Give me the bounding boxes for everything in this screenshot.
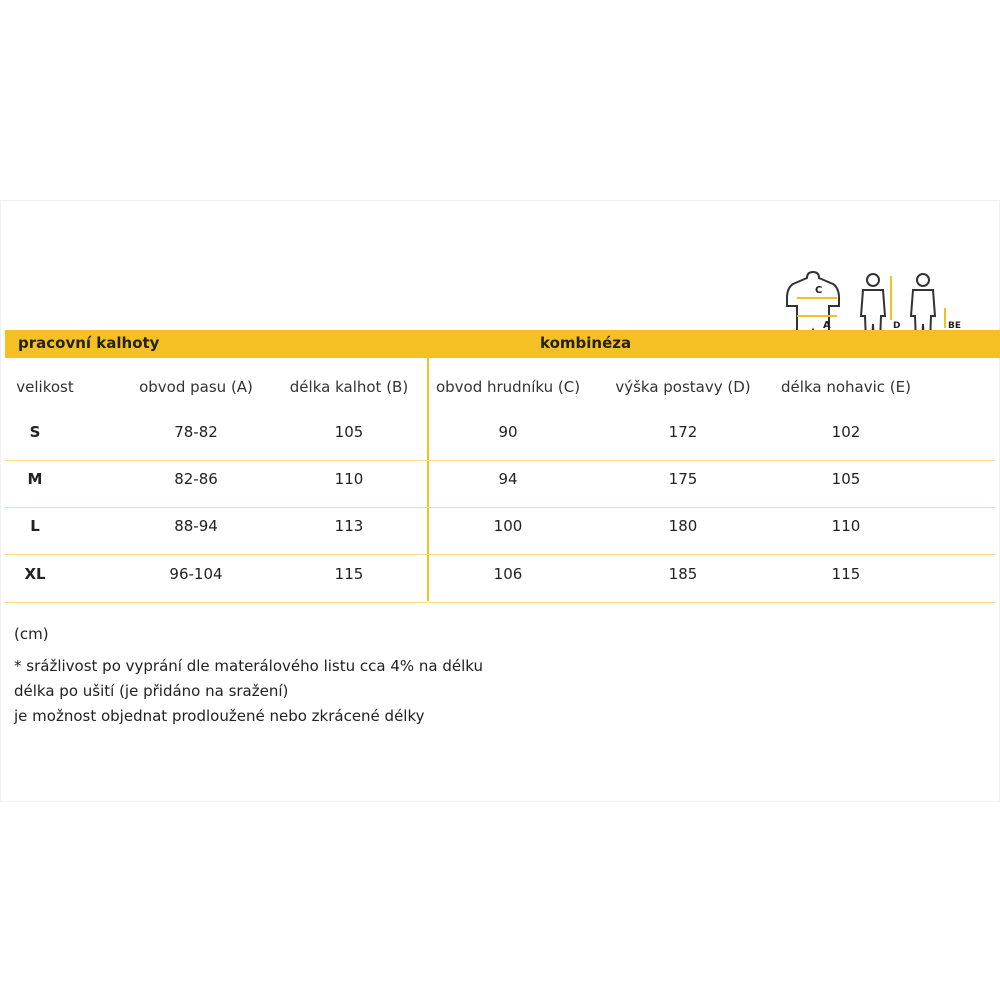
size-label: L xyxy=(30,517,40,535)
label-c: C xyxy=(815,285,822,296)
table-cell: 110 xyxy=(334,470,364,488)
column-header: výška postavy (D) xyxy=(615,378,751,396)
column-header: obvod hrudníku (C) xyxy=(435,378,581,396)
body-measurement-diagram: C A D BE xyxy=(786,270,961,343)
column-header: velikost xyxy=(16,378,74,396)
table-cell: 185 xyxy=(668,565,698,583)
label-d: D xyxy=(893,321,900,331)
unit-note: (cm) xyxy=(14,625,49,643)
table-cell: 172 xyxy=(668,423,698,441)
table-cell: 102 xyxy=(831,423,861,441)
table-cell: 82-86 xyxy=(174,470,218,488)
table-cell: 115 xyxy=(334,565,364,583)
table-cell: 90 xyxy=(498,423,518,441)
table-cell: 105 xyxy=(334,423,364,441)
note-line-2: délka po ušití (je přidáno na sražení) xyxy=(14,682,289,700)
table-cell: 175 xyxy=(668,470,698,488)
row-divider xyxy=(5,507,995,508)
table-cell: 88-94 xyxy=(174,517,218,535)
column-divider xyxy=(427,358,429,601)
note-line-1: * srážlivost po vyprání dle materálového… xyxy=(14,657,484,675)
table-cell: 100 xyxy=(493,517,523,535)
size-label: S xyxy=(29,423,41,441)
table-cell: 106 xyxy=(493,565,523,583)
column-header: délka kalhot (B) xyxy=(289,378,409,396)
size-label: XL xyxy=(24,565,46,583)
table-cell: 115 xyxy=(831,565,861,583)
section-header-band: pracovní kalhoty kombinéza xyxy=(5,330,1000,358)
row-divider xyxy=(5,602,995,603)
row-divider xyxy=(5,460,995,461)
label-a: A xyxy=(823,320,831,331)
size-label: M xyxy=(27,470,43,488)
table-cell: 78-82 xyxy=(174,423,218,441)
table-cell: 180 xyxy=(668,517,698,535)
table-cell: 110 xyxy=(831,517,861,535)
note-line-3: je možnost objednat prodloužené nebo zkr… xyxy=(14,707,425,725)
table-cell: 96-104 xyxy=(169,565,223,583)
table-cell: 94 xyxy=(498,470,518,488)
column-header: obvod pasu (A) xyxy=(139,378,253,396)
table-cell: 105 xyxy=(831,470,861,488)
section-pants: pracovní kalhoty xyxy=(18,334,160,352)
label-be: BE xyxy=(948,321,961,331)
row-divider xyxy=(5,554,995,555)
table-cell: 113 xyxy=(334,517,364,535)
column-header: délka nohavic (E) xyxy=(781,378,911,396)
section-overall: kombinéza xyxy=(540,334,632,352)
